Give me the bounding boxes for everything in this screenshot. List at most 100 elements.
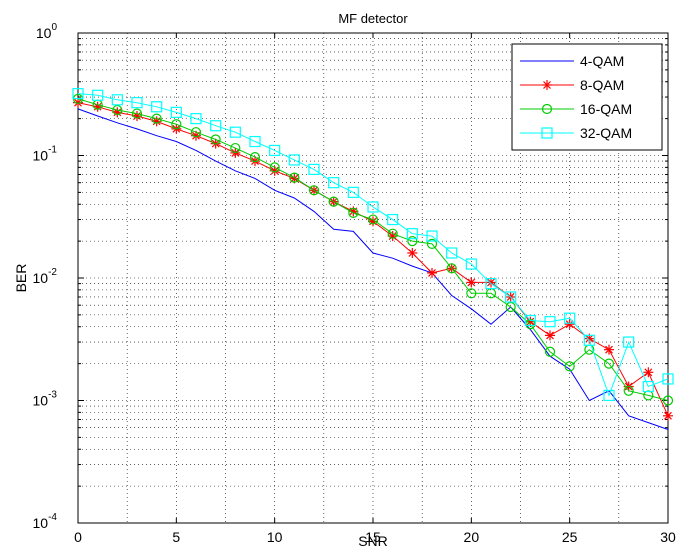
y-tick-label: 10-3 xyxy=(33,390,58,409)
circle-marker xyxy=(112,104,123,116)
legend-entry: 16-QAM xyxy=(520,101,632,117)
star-marker xyxy=(466,277,477,288)
x-tick-label: 10 xyxy=(267,529,283,545)
square-marker xyxy=(505,291,517,303)
legend-entry: 8-QAM xyxy=(520,77,624,93)
square-marker xyxy=(249,135,261,148)
square-marker xyxy=(662,373,674,385)
square-marker xyxy=(426,230,438,242)
circle-marker xyxy=(171,119,182,130)
square-marker xyxy=(347,186,359,198)
square-marker xyxy=(544,316,556,328)
square-marker xyxy=(308,163,320,176)
square-marker xyxy=(541,127,553,139)
circle-marker xyxy=(249,152,261,163)
star-marker xyxy=(407,247,418,258)
square-marker xyxy=(623,336,635,348)
circle-marker xyxy=(662,395,674,406)
x-tick-label: 20 xyxy=(464,529,480,545)
series-32-qam xyxy=(72,88,674,402)
grid-lines xyxy=(78,33,668,523)
star-marker-stroke xyxy=(74,98,82,107)
star-marker-stroke xyxy=(664,411,672,420)
star-marker xyxy=(387,231,398,242)
y-tick-label: 10-1 xyxy=(33,145,58,164)
legend-entry: 4-QAM xyxy=(520,53,624,69)
circle-marker xyxy=(367,214,379,225)
star-marker xyxy=(604,344,614,355)
x-tick-label: 0 xyxy=(74,529,82,545)
axis-ticks: 0 5 10 15 20 25 30 10-4 10-3 10-2 10-1 100 xyxy=(33,22,676,545)
y-tick-label: 100 xyxy=(36,22,58,41)
square-marker xyxy=(72,88,84,100)
star-marker-stroke xyxy=(585,334,594,343)
circle-marker xyxy=(541,103,553,115)
square-marker xyxy=(328,177,340,189)
square-marker xyxy=(406,228,418,240)
square-marker xyxy=(465,258,477,270)
square-marker xyxy=(269,144,281,157)
square-marker xyxy=(170,106,182,118)
square-marker xyxy=(603,389,615,402)
circle-marker xyxy=(269,162,280,173)
square-marker xyxy=(190,113,202,125)
star-marker-stroke xyxy=(644,368,653,377)
legend-entry: 32-QAM xyxy=(520,125,632,141)
legend-label: 4-QAM xyxy=(580,53,624,69)
chart-title: MF detector xyxy=(338,11,408,26)
legend-label: 8-QAM xyxy=(580,77,624,93)
star-marker-stroke xyxy=(467,278,476,287)
series-line xyxy=(77,98,669,401)
star-marker-stroke xyxy=(388,232,397,240)
y-tick-label: 10-2 xyxy=(33,267,58,286)
circle-marker xyxy=(623,385,634,396)
star-marker xyxy=(545,330,555,341)
square-marker xyxy=(564,312,576,324)
star-marker xyxy=(427,267,437,278)
x-tick-label: 25 xyxy=(562,529,578,545)
circle-marker xyxy=(328,196,339,207)
circle-marker xyxy=(544,346,556,357)
x-tick-label: 15 xyxy=(365,529,381,545)
square-marker xyxy=(583,334,595,346)
circle-marker xyxy=(190,127,202,138)
legend-label: 16-QAM xyxy=(580,101,632,117)
circle-marker xyxy=(131,108,143,119)
circle-marker xyxy=(466,288,477,299)
square-marker xyxy=(131,97,143,109)
circle-marker xyxy=(308,185,320,196)
square-marker xyxy=(387,213,399,226)
circle-marker xyxy=(603,358,615,369)
data-series xyxy=(72,88,674,430)
square-marker xyxy=(210,120,222,132)
square-marker xyxy=(446,247,458,259)
square-marker xyxy=(485,278,497,290)
circle-marker xyxy=(564,361,575,372)
circle-marker xyxy=(210,134,221,145)
legend: 4-QAM 8-QAM 16-QAM 32-QAM xyxy=(511,43,663,151)
legend-box xyxy=(511,43,663,151)
circle-marker xyxy=(289,172,300,183)
circle-marker xyxy=(446,263,457,274)
star-marker-stroke xyxy=(526,317,535,326)
circle-marker xyxy=(387,228,398,239)
series-4-qam xyxy=(77,108,669,430)
x-tick-label: 5 xyxy=(172,529,180,545)
legend-label: 32-QAM xyxy=(580,125,632,141)
square-marker xyxy=(111,94,123,106)
star-marker-stroke xyxy=(605,345,613,354)
circle-marker xyxy=(426,238,438,249)
square-marker xyxy=(229,126,241,138)
series-line xyxy=(77,93,669,397)
star-marker-stroke xyxy=(290,174,299,183)
square-marker xyxy=(151,101,163,113)
square-marker xyxy=(524,314,536,327)
square-marker xyxy=(288,154,300,166)
star-marker-stroke xyxy=(487,278,495,287)
x-tick-label: 30 xyxy=(660,529,676,545)
circle-marker xyxy=(643,390,654,401)
star-marker-stroke xyxy=(428,269,436,277)
star-marker-stroke xyxy=(543,81,551,89)
star-marker-stroke xyxy=(565,320,574,329)
